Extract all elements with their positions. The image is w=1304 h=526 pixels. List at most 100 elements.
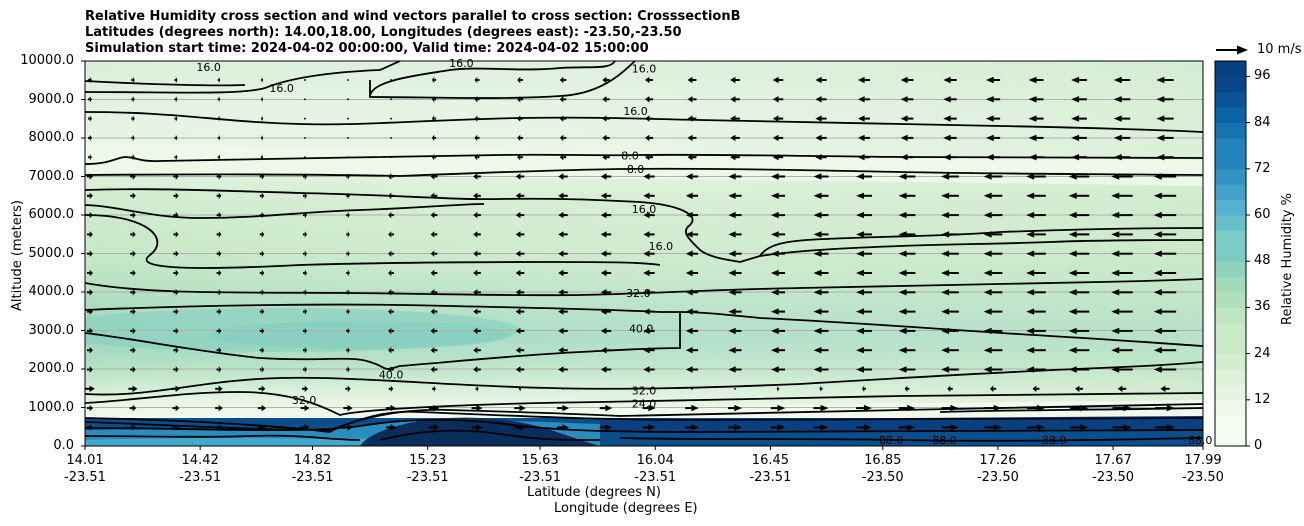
wind-vector [131, 134, 135, 142]
wind-vector [685, 308, 699, 315]
contour-label: 16.0 [632, 203, 657, 216]
wind-vector [388, 192, 394, 199]
wind-vector [813, 347, 829, 354]
wind-vector [343, 424, 353, 431]
wind-vector [473, 327, 481, 335]
wind-vector [1026, 231, 1046, 238]
wind-vector [430, 192, 438, 199]
wind-vector [898, 173, 916, 180]
wind-vector [941, 366, 959, 373]
wind-vector [87, 347, 93, 354]
wind-vector [1026, 308, 1046, 315]
wind-vector [217, 154, 221, 161]
wind-vector [1032, 385, 1040, 392]
wind-vector [728, 173, 742, 180]
wind-vector [1156, 115, 1174, 122]
wind-vector [1068, 347, 1090, 354]
wind-vector [217, 96, 221, 103]
wind-vector [858, 96, 870, 103]
wind-vector [87, 289, 93, 296]
wind-vector [727, 404, 743, 412]
contour-label: 16.0 [649, 240, 674, 253]
wind-vector [174, 76, 178, 84]
wind-vector [304, 117, 306, 120]
wind-vector [900, 96, 914, 103]
contour-label: 16.0 [269, 82, 294, 95]
wind-vector [260, 154, 264, 161]
wind-vector [770, 250, 786, 257]
wind-vector [730, 134, 740, 142]
wind-vector [1111, 289, 1133, 296]
x-tick-label: 17.99 -23.50 [1168, 452, 1238, 486]
wind-vector [898, 211, 916, 219]
wind-vector [898, 231, 916, 238]
wind-vector [600, 327, 612, 335]
x-tick-label: 16.04 -23.51 [620, 452, 690, 486]
x-tick-lon: -23.50 [1182, 470, 1224, 485]
wind-vector [259, 231, 265, 238]
wind-vector [602, 76, 610, 84]
wind-vector [644, 154, 654, 161]
contour-line [85, 214, 661, 269]
colorbar-band [1215, 61, 1246, 77]
wind-vector [685, 192, 699, 199]
wind-vector [813, 211, 829, 219]
wind-vector [815, 96, 827, 103]
wind-vector [770, 327, 786, 335]
wind-vector [770, 231, 786, 238]
wind-vector [1068, 192, 1090, 199]
wind-vector [1113, 76, 1131, 84]
wind-vector [432, 385, 436, 392]
x-tick-label: 14.01 -23.51 [50, 452, 120, 486]
wind-vector [430, 231, 438, 238]
wind-vector [772, 134, 784, 142]
wind-vector [390, 137, 392, 139]
wind-vector [430, 308, 438, 315]
wind-vector [216, 250, 222, 257]
colorbar-band [1215, 76, 1246, 93]
x-tick-lat: 17.99 [1184, 453, 1222, 468]
wind-vector [599, 404, 613, 412]
wind-vector [388, 211, 394, 219]
wind-vector [1153, 250, 1177, 257]
wind-vector [475, 385, 479, 392]
wind-vector [129, 424, 137, 431]
wind-vector [431, 76, 437, 84]
wind-vector [600, 269, 612, 277]
wind-vector [173, 366, 179, 373]
wind-vector [1111, 173, 1133, 180]
wind-vector [983, 231, 1003, 238]
wind-vector [1153, 308, 1177, 315]
wind-vector [1113, 96, 1131, 103]
colorbar-band [1215, 245, 1246, 262]
wind-vector [217, 115, 221, 122]
contour-label: 88.0 [1188, 434, 1213, 447]
wind-vector [388, 269, 394, 277]
wind-vector [87, 327, 93, 335]
x-tick-label: 16.85 -23.50 [848, 452, 918, 486]
colorbar-tick-label: 72 [1254, 160, 1271, 176]
wind-vector [388, 250, 394, 257]
wind-vector [856, 269, 872, 277]
wind-vector [1028, 76, 1044, 84]
wind-vector [1113, 154, 1131, 161]
wind-vector [941, 192, 959, 199]
wind-vector [1068, 231, 1090, 238]
y-tick-label: 8000.0 [28, 130, 75, 145]
wind-vector [985, 115, 1001, 122]
wind-vector [430, 327, 438, 335]
wind-vector [644, 115, 654, 122]
wind-vector [216, 327, 222, 335]
wind-vector [687, 96, 697, 103]
wind-vector [390, 79, 392, 81]
wind-vector [730, 115, 740, 122]
wind-vector [856, 404, 872, 412]
wind-vector [728, 269, 742, 277]
wind-vector [558, 289, 568, 296]
wind-vector [346, 231, 350, 238]
chart-title-line-2: Latitudes (degrees north): 14.00,18.00, … [85, 25, 682, 40]
x-tick-label: 17.67 -23.50 [1078, 452, 1148, 486]
wind-vector [1026, 211, 1046, 219]
wind-vector [858, 115, 870, 122]
wind-vector [259, 327, 265, 335]
